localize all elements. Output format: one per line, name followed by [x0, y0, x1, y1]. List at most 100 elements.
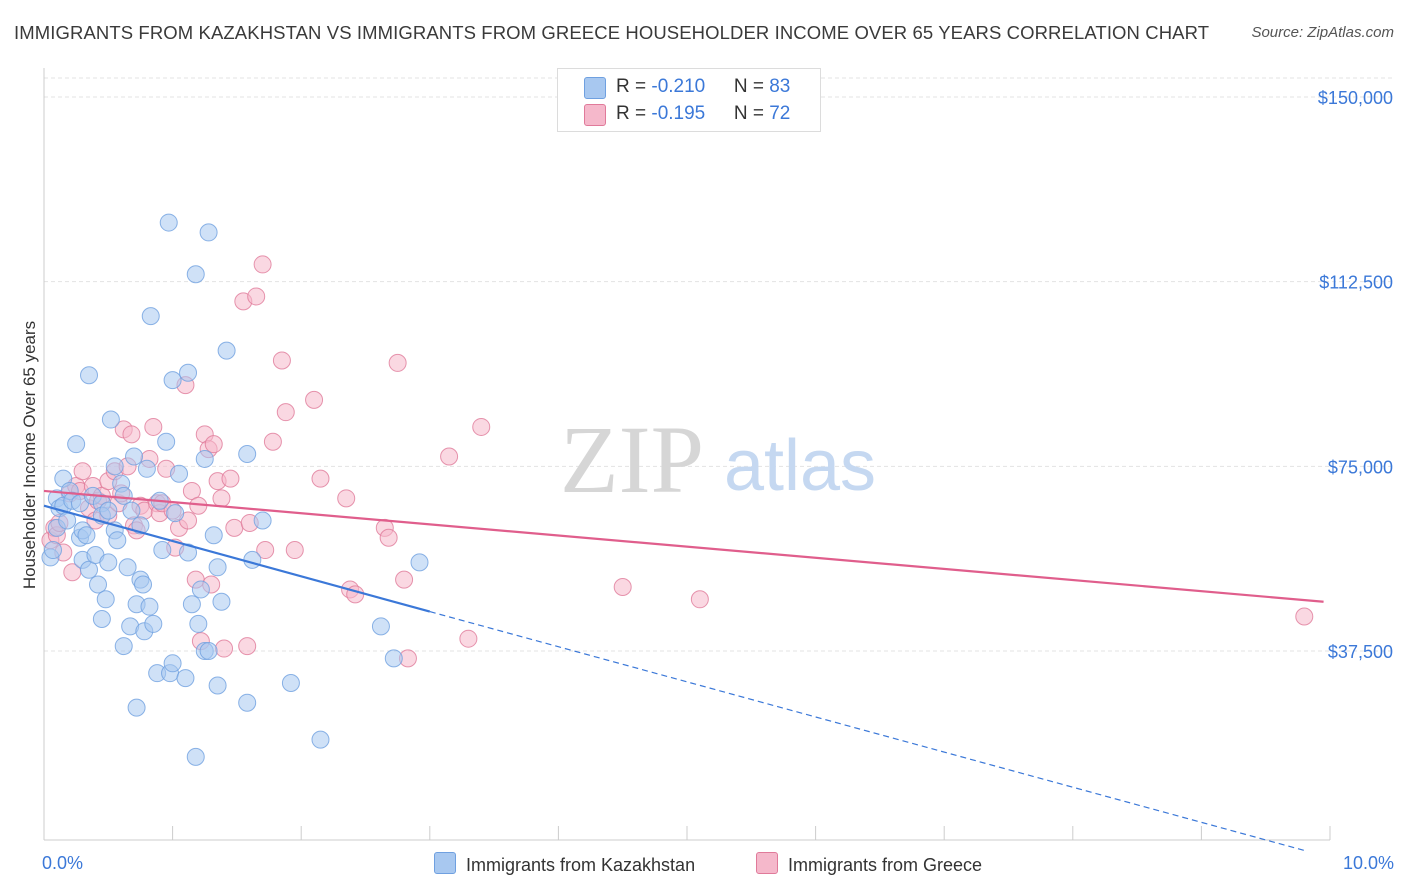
- kazakhstan-point: [217, 341, 236, 360]
- kazakhstan-point: [114, 486, 133, 505]
- kazakhstan-trend-line: [43, 504, 431, 613]
- greece-point: [204, 435, 223, 454]
- kazakhstan-point: [92, 609, 111, 628]
- bottom-legend-greece: Immigrants from Greece: [756, 852, 982, 876]
- kazakhstan-point: [141, 307, 160, 326]
- watermark-atlas: atlas: [724, 426, 876, 506]
- greece-point: [73, 462, 92, 481]
- kazakhstan-point: [281, 674, 300, 693]
- legend-r-label: R =: [616, 76, 652, 97]
- kazakhstan-point: [191, 580, 210, 599]
- bottom-legend-label: Immigrants from Greece: [788, 855, 983, 875]
- kazakhstan-point: [67, 435, 86, 454]
- kazakhstan-point: [182, 595, 201, 614]
- legend-swatch-greece: [584, 104, 606, 126]
- greece-point: [256, 541, 275, 560]
- kazakhstan-point: [204, 526, 223, 545]
- tick-labels: $37,500 $75,000 $112,500 $150,000 0.0% 10.0%: [42, 88, 1394, 873]
- greece-point: [285, 541, 304, 560]
- kazakhstan-point: [89, 575, 108, 594]
- kazakhstan-point: [44, 541, 63, 560]
- kazakhstan-point: [238, 693, 257, 712]
- greece-point: [276, 403, 295, 422]
- greece-point: [311, 469, 330, 488]
- kazakhstan-point: [108, 531, 127, 550]
- kazakhstan-point: [384, 649, 403, 668]
- correlation-legend: R = -0.210 N = 83 R = -0.195 N = 72: [557, 68, 821, 132]
- kazakhstan-point: [166, 504, 185, 523]
- kazakhstan-point: [238, 445, 257, 464]
- kazakhstan-point: [105, 457, 124, 476]
- legend-n-value: 83: [769, 76, 791, 97]
- bottom-legend-swatch-kazakhstan: [434, 852, 456, 874]
- kazakhstan-point: [122, 501, 141, 520]
- kazakhstan-point: [137, 459, 156, 478]
- kazakhstan-trend-extension: [429, 611, 1305, 852]
- y-tick-label: $150,000: [1318, 88, 1393, 108]
- greece-point: [225, 518, 244, 537]
- kazakhstan-point: [253, 511, 272, 530]
- bottom-legend-swatch-greece: [756, 852, 778, 874]
- greece-trend-line: [43, 489, 1324, 603]
- greece-point: [388, 353, 407, 372]
- y-tick-label: $112,500: [1319, 273, 1393, 293]
- kazakhstan-point: [153, 541, 172, 560]
- watermark-zip: ZIP: [560, 406, 704, 513]
- greece-point: [122, 425, 141, 444]
- greece-point: [440, 447, 459, 466]
- kazakhstan-point: [99, 501, 118, 520]
- kazakhstan-point: [144, 614, 163, 633]
- kazakhstan-point: [80, 366, 99, 385]
- series-kazakhstan-points: [41, 213, 429, 766]
- greece-point: [1295, 607, 1314, 626]
- kazakhstan-point: [195, 449, 214, 468]
- chart-title: IMMIGRANTS FROM KAZAKHSTAN VS IMMIGRANTS…: [14, 22, 1210, 43]
- greece-point: [253, 255, 272, 274]
- kazakhstan-point: [243, 550, 262, 569]
- kazakhstan-point: [189, 614, 208, 633]
- legend-r-value: -0.210: [651, 76, 706, 97]
- kazakhstan-point: [134, 575, 153, 594]
- kazakhstan-point: [140, 597, 159, 616]
- kazakhstan-point: [170, 464, 189, 483]
- greece-point: [247, 287, 266, 306]
- kazakhstan-point: [163, 371, 182, 390]
- greece-point: [212, 489, 231, 508]
- kazakhstan-point: [127, 698, 146, 717]
- y-tick-label: $37,500: [1328, 642, 1393, 662]
- kazakhstan-point: [186, 265, 205, 284]
- bottom-legend-label: Immigrants from Kazakhstan: [466, 855, 696, 875]
- source-label: Source: ZipAtlas.com: [1251, 24, 1394, 41]
- kazakhstan-point: [199, 223, 218, 242]
- y-axis-label: Householder Income Over 65 years: [20, 320, 39, 590]
- kazakhstan-point: [311, 730, 330, 749]
- legend-n-label: N =: [733, 76, 770, 97]
- kazakhstan-point: [114, 637, 133, 656]
- kazakhstan-point: [101, 410, 120, 429]
- kazakhstan-point: [163, 654, 182, 673]
- greece-point: [459, 629, 478, 648]
- kazakhstan-point: [371, 617, 390, 636]
- greece-point: [613, 577, 632, 596]
- greece-point: [305, 390, 324, 409]
- kazakhstan-point: [176, 669, 195, 688]
- y-tick-label: $75,000: [1328, 457, 1393, 477]
- kazakhstan-point: [199, 642, 218, 660]
- kazakhstan-point: [179, 543, 198, 562]
- greece-point: [215, 639, 234, 658]
- kazakhstan-point: [125, 447, 144, 466]
- legend-n-value: 72: [769, 103, 791, 124]
- kazakhstan-point: [99, 553, 118, 572]
- kazakhstan-point: [118, 558, 137, 577]
- kazakhstan-point: [179, 363, 198, 382]
- greece-point: [395, 570, 414, 589]
- greece-point: [472, 417, 491, 436]
- kazakhstan-point: [186, 747, 205, 766]
- x-tick-label-min: 0.0%: [42, 853, 83, 873]
- greece-point: [238, 637, 257, 656]
- kazakhstan-point: [157, 432, 176, 451]
- kazakhstan-point: [131, 516, 150, 535]
- legend-r-value: -0.195: [651, 103, 706, 124]
- kazakhstan-point: [77, 526, 96, 545]
